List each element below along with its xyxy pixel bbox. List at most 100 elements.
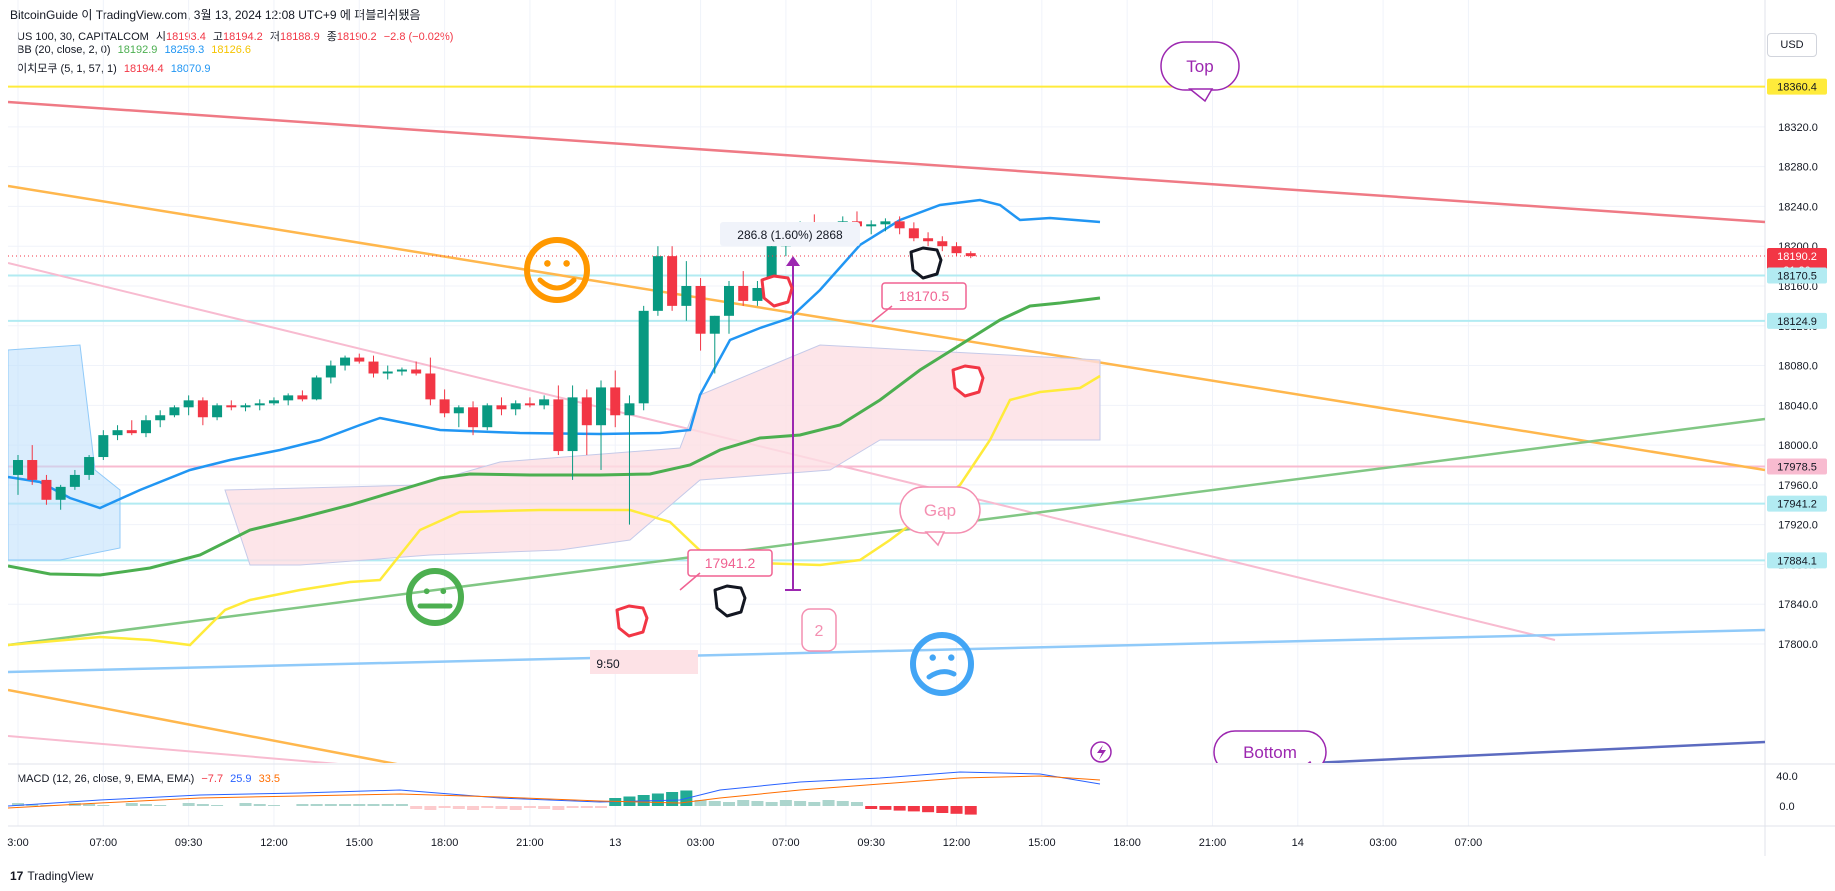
time-tick-label: 21:00 <box>1199 837 1227 849</box>
time-tick-label: 03:00 <box>687 837 715 849</box>
time-tick-label: 13 <box>609 837 621 849</box>
candle-body <box>496 405 507 410</box>
count-text: 2 <box>815 623 824 640</box>
candle-body <box>524 403 535 406</box>
macd-bar <box>495 806 508 809</box>
confused-face-icon-eye <box>929 654 936 661</box>
macd-bar <box>723 802 735 806</box>
trend-drawings[interactable] <box>0 85 1765 780</box>
candle-body <box>951 246 962 254</box>
macd-bar <box>452 806 465 809</box>
bb-legend[interactable]: BB (20, close, 2, 0) 18192.9 18259.3 181… <box>17 44 255 56</box>
macd-bar <box>509 806 522 810</box>
confused-face-icon[interactable] <box>910 632 974 696</box>
bottom-bubble[interactable] <box>1213 730 1327 773</box>
macd-bar <box>438 806 451 808</box>
candle-body <box>567 397 578 452</box>
candle-body <box>126 430 137 434</box>
candle-body <box>724 285 734 316</box>
gap-bubble-text: Gap <box>924 501 956 520</box>
hand-pointer-up-icon[interactable] <box>760 274 794 308</box>
resistance-trendline[interactable] <box>8 100 1765 224</box>
macd-bar <box>666 792 679 806</box>
happy-face-icon[interactable] <box>524 237 590 303</box>
high-value: 18194.2 <box>223 31 263 43</box>
bottom-trendline[interactable] <box>1289 740 1765 764</box>
macd-legend[interactable]: MACD (12, 26, close, 9, EMA, EMA) −7.7 2… <box>17 773 284 785</box>
measure-arrow-icon[interactable] <box>786 256 800 266</box>
symbol-legend[interactable]: US 100, 30, CAPITALCOM 시18193.4 고18194.2… <box>17 28 457 44</box>
price-label-badge[interactable] <box>1767 78 1827 95</box>
blue-trendline[interactable] <box>8 628 1765 674</box>
callout-high[interactable] <box>881 282 967 310</box>
macd-bar <box>253 804 266 806</box>
hand-pointer-right-icon[interactable] <box>951 364 985 398</box>
macd-bar <box>694 800 707 806</box>
price-label-text: 18360.4 <box>1777 82 1817 94</box>
bb-lower-value: 18126.6 <box>211 44 252 56</box>
time-highlight <box>590 650 698 674</box>
candle-body <box>923 238 934 242</box>
candle-body <box>155 415 166 421</box>
macd-bar <box>267 805 280 806</box>
macd-bar <box>481 806 494 808</box>
candle-body <box>709 315 720 334</box>
candle-body <box>268 400 279 404</box>
price-label-badge[interactable] <box>1767 495 1827 512</box>
candle-body <box>283 395 294 401</box>
price-label-text: 18124.9 <box>1777 316 1817 328</box>
annotations[interactable]: 286.8 (1.60%) 2868 18170.5 17941.2 Top Gap Bo… <box>406 41 1327 773</box>
candle-body <box>766 246 777 288</box>
time-tick-label: 15:00 <box>346 837 374 849</box>
price-tick-label: 17840.0 <box>1778 599 1818 611</box>
symbol-name: US 100, 30, CAPITALCOM <box>17 31 149 43</box>
pink-lower-trendline[interactable] <box>8 735 480 776</box>
candle-body <box>738 285 749 301</box>
ichimoku-legend[interactable]: 이치모쿠 (5, 1, 57, 1) 18194.4 18070.9 <box>17 60 214 76</box>
price-label-badge[interactable] <box>1767 552 1827 569</box>
macd-bar <box>950 806 963 814</box>
candle-body <box>539 399 550 406</box>
price-label-badge[interactable] <box>1767 267 1827 284</box>
time-tick-label: 18:00 <box>1113 837 1141 849</box>
orange-lower-trendline[interactable] <box>8 688 480 780</box>
candle-body <box>411 369 422 374</box>
publish-header: BitcoinGuide 이 TradingView.com, 3월 13, 2… <box>10 8 421 22</box>
hand-pointer-black-icon[interactable] <box>713 584 747 618</box>
happy-face-icon-eye <box>563 260 570 267</box>
candle-body <box>368 361 379 374</box>
macd-bar <box>865 806 878 809</box>
measure-text: 286.8 (1.60%) 2868 <box>737 228 843 242</box>
count-box[interactable] <box>801 608 837 652</box>
gap-bubble-tail <box>924 531 946 547</box>
price-axis[interactable]: 17800.017840.017880.017920.017960.018000… <box>1767 78 1827 813</box>
macd-bar <box>566 806 579 808</box>
candle-body <box>169 407 180 416</box>
price-label-badge[interactable] <box>1767 458 1827 475</box>
macd-bar <box>296 804 309 806</box>
macd-bar <box>239 803 252 806</box>
callout-low[interactable] <box>687 549 773 577</box>
hand-pointer-down-icon[interactable] <box>615 604 649 638</box>
neutral-face-icon[interactable] <box>406 568 464 626</box>
hand-pointer-left-icon[interactable] <box>909 246 943 280</box>
candle-body <box>937 241 948 247</box>
bottom-bubble-tail <box>1307 760 1312 763</box>
candle-body <box>880 221 891 225</box>
price-tick-label: 17960.0 <box>1778 480 1818 492</box>
price-tick-label: 17800.0 <box>1778 639 1818 651</box>
footer[interactable]: 17 TradingView <box>10 869 93 883</box>
price-label-badge[interactable] <box>1767 312 1827 329</box>
time-axis[interactable]: 3:00 07:00 09:30 12:00 15:00 18:00 21:00 13 03:0… <box>7 837 1482 849</box>
macd-line <box>8 771 1101 807</box>
orange-trendline[interactable] <box>8 184 1765 472</box>
green-trendline[interactable] <box>8 417 1765 647</box>
macd-bar <box>26 804 39 806</box>
candle-body <box>553 399 564 452</box>
time-marker-text: 9:50 <box>596 657 620 671</box>
currency-button[interactable]: USD <box>1767 33 1817 57</box>
lightning-bolt <box>1097 745 1106 760</box>
measure-box[interactable] <box>720 222 860 246</box>
macd-bar <box>708 801 721 806</box>
